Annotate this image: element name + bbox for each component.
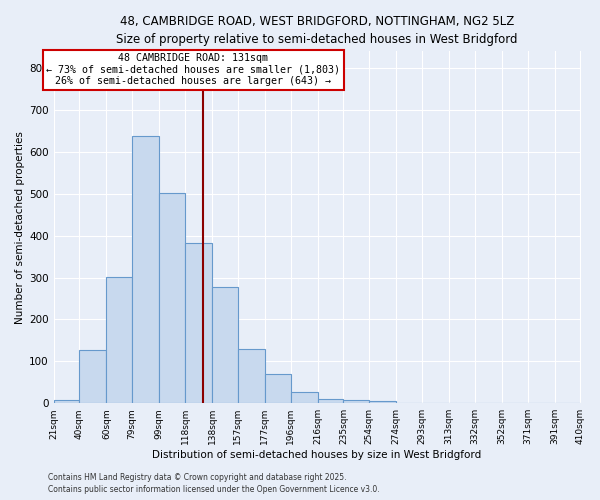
Bar <box>369 400 397 403</box>
Title: 48, CAMBRIDGE ROAD, WEST BRIDGFORD, NOTTINGHAM, NG2 5LZ
Size of property relativ: 48, CAMBRIDGE ROAD, WEST BRIDGFORD, NOTT… <box>116 15 518 46</box>
Bar <box>318 399 343 403</box>
Bar <box>185 243 212 403</box>
Bar <box>79 350 106 403</box>
Bar <box>106 276 132 403</box>
Bar <box>132 136 159 403</box>
X-axis label: Distribution of semi-detached houses by size in West Bridgford: Distribution of semi-detached houses by … <box>152 450 482 460</box>
Bar <box>343 400 369 403</box>
Text: Contains HM Land Registry data © Crown copyright and database right 2025.
Contai: Contains HM Land Registry data © Crown c… <box>48 472 380 494</box>
Bar <box>212 287 238 403</box>
Bar <box>53 400 79 403</box>
Text: 48 CAMBRIDGE ROAD: 131sqm
← 73% of semi-detached houses are smaller (1,803)
26% : 48 CAMBRIDGE ROAD: 131sqm ← 73% of semi-… <box>46 53 340 86</box>
Bar <box>265 374 290 403</box>
Bar <box>159 193 185 403</box>
Y-axis label: Number of semi-detached properties: Number of semi-detached properties <box>15 131 25 324</box>
Bar <box>238 349 265 403</box>
Bar <box>290 392 318 403</box>
